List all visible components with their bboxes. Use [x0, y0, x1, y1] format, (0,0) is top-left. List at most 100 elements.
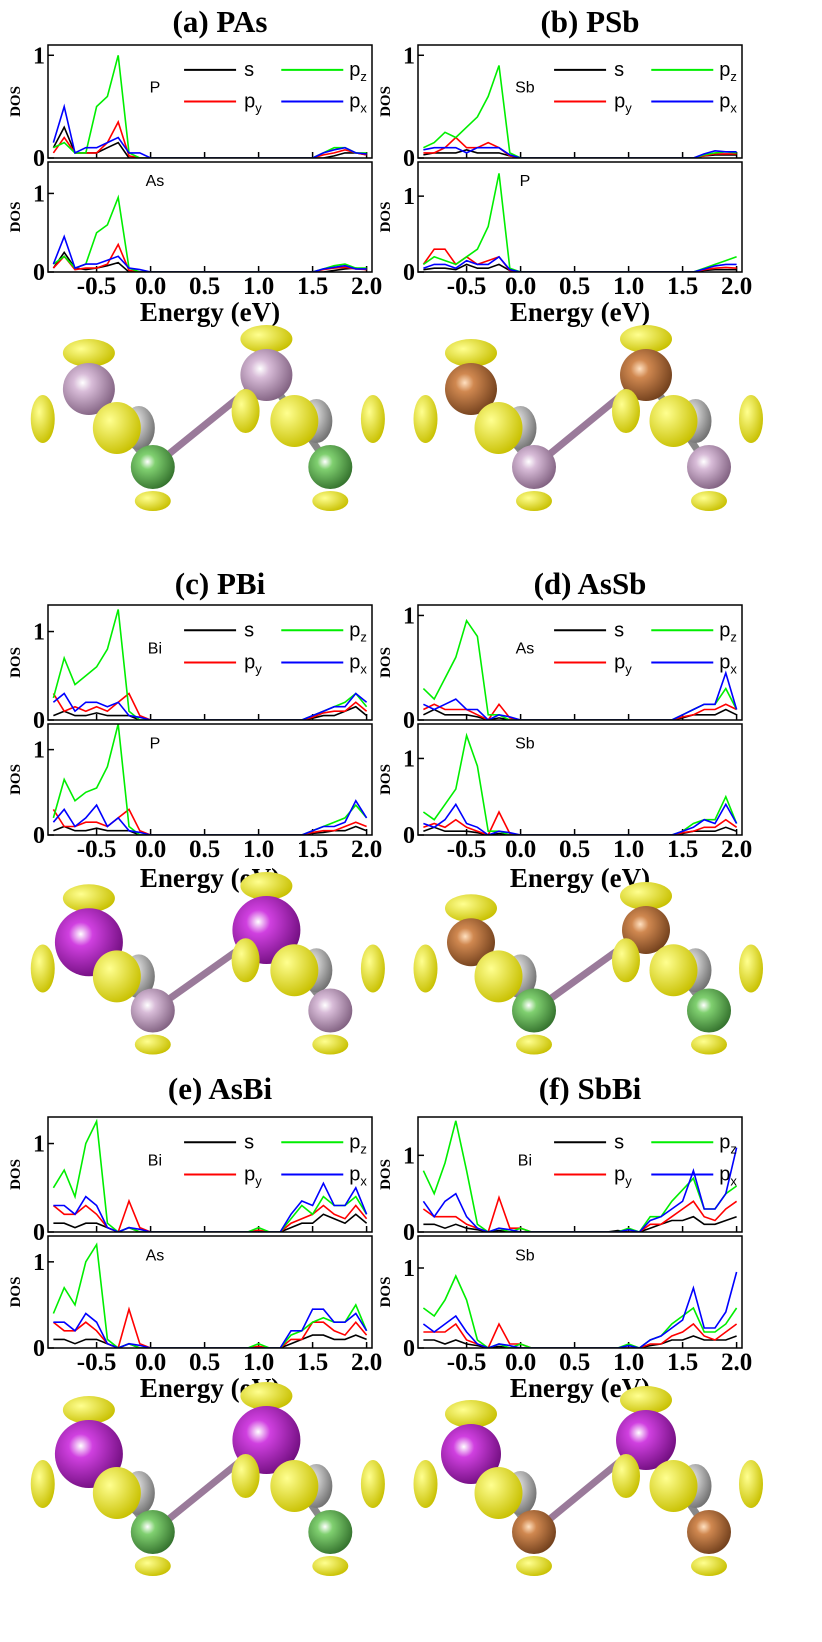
x-axis-label: Energy (eV): [510, 297, 650, 327]
dos-line: [53, 825, 367, 835]
y-tick-label: 0: [403, 1336, 415, 1362]
y-axis-label: DOS: [378, 647, 394, 678]
atom: [308, 988, 353, 1033]
dos-line: [52, 799, 368, 835]
y-axis-label: DOS: [8, 1159, 24, 1190]
orbital-lobe: [516, 1556, 552, 1576]
x-tick-label: 1.5: [667, 1349, 698, 1376]
dos-line: [52, 125, 367, 158]
y-tick-label: 1: [33, 738, 45, 764]
x-tick-label: 0.5: [189, 273, 220, 300]
y-tick-label: 0: [33, 1220, 45, 1246]
y-tick-label: 0: [33, 1336, 45, 1362]
atom-label: Bi: [148, 640, 162, 657]
frame: [417, 44, 743, 159]
dos-line: [53, 1181, 368, 1232]
dos-line: [52, 724, 368, 835]
legend-label: px: [349, 91, 367, 116]
plot-lines: [52, 1242, 368, 1348]
orbital-lobe: [649, 1460, 698, 1512]
panels: (a) PAs 0 1 DOS Ps py pz px -0.5 0.0 0.5 1.0 1.5 2.0 0…: [8, 4, 763, 1576]
atom-label: As: [146, 1248, 165, 1265]
legend-label: s: [244, 619, 254, 641]
atom: [130, 1510, 175, 1554]
frame: [47, 604, 373, 721]
atom-label: Sb: [515, 735, 535, 752]
atom: [687, 1510, 731, 1554]
plot-lines: [422, 732, 738, 835]
orbital-lobe: [691, 491, 727, 511]
orbital-lobe: [240, 1382, 293, 1410]
atom-label: Bi: [148, 1152, 162, 1169]
orbital-lobe: [413, 944, 438, 993]
atom: [441, 1424, 501, 1484]
x-tick-label: 1.5: [297, 836, 328, 863]
plot-lines: [52, 194, 367, 272]
orbital-lobe: [413, 395, 438, 443]
frame: [47, 161, 373, 273]
orbital-lobe: [134, 1034, 171, 1055]
y-tick-label: 1: [33, 620, 45, 646]
orbital-lobe: [739, 395, 763, 443]
x-tick-label: -0.5: [77, 836, 117, 863]
x-tick-label: 1.0: [613, 273, 644, 300]
dos-line: [423, 702, 737, 720]
orbital-lobe: [620, 882, 672, 910]
y-tick-label: 1: [403, 1143, 415, 1169]
dos-line: [422, 1147, 738, 1232]
x-tick-label: -0.5: [447, 1349, 487, 1376]
dos-line: [423, 148, 737, 158]
x-tick-label: 1.5: [667, 273, 698, 300]
orbital-lobe: [312, 1556, 349, 1576]
y-axis-label: DOS: [378, 1159, 394, 1190]
orbital-lobe: [445, 339, 497, 367]
orbital-lobe: [134, 1556, 171, 1576]
x-tick-label: 2.0: [351, 273, 382, 300]
x-tick-label: 0.0: [135, 1349, 166, 1376]
dos-line: [423, 1335, 737, 1348]
x-tick-label: 0.5: [559, 1349, 590, 1376]
orbital-lobe: [62, 1396, 115, 1424]
orbital-lobe: [612, 389, 640, 433]
legend-label: pz: [719, 59, 737, 84]
y-axis-label: DOS: [378, 764, 394, 795]
atom-label: P: [520, 173, 531, 190]
x-tick-label: 0.0: [135, 836, 166, 863]
dos-line: [422, 618, 738, 720]
atom: [308, 1510, 353, 1554]
orbital-lobe: [445, 894, 497, 923]
y-tick-label: 0: [403, 146, 415, 172]
orbital-lobe: [691, 1034, 727, 1055]
x-tick-label: 1.5: [297, 1349, 328, 1376]
frame: [47, 1116, 373, 1233]
panel-title: (c) PBi: [175, 566, 266, 601]
plot-lines: [52, 609, 368, 720]
atom-label: As: [146, 173, 165, 190]
frame: [417, 723, 743, 836]
dos-line: [422, 1271, 738, 1348]
orbital-lobe: [360, 395, 385, 443]
atom: [512, 1510, 556, 1554]
structure: [30, 872, 385, 1055]
orbital-lobe: [240, 325, 293, 353]
x-axis-label: Energy (eV): [140, 297, 280, 327]
orbital-lobe: [270, 1460, 319, 1512]
atom-label: Bi: [518, 1152, 532, 1169]
orbital-lobe: [231, 1454, 260, 1498]
atom: [130, 988, 175, 1033]
legend-label: pz: [349, 619, 367, 644]
atom-label: Sb: [515, 79, 535, 96]
orbital-lobe: [516, 491, 552, 511]
structure: [30, 325, 385, 511]
x-tick-label: 1.0: [243, 273, 274, 300]
orbital-lobe: [474, 1467, 523, 1519]
plot-lines: [422, 618, 738, 720]
dos-line: [422, 248, 737, 272]
atom: [130, 445, 175, 489]
frame: [417, 1116, 743, 1233]
x-tick-label: 1.0: [243, 836, 274, 863]
plot-lines: [52, 1118, 368, 1232]
x-tick-label: 1.5: [667, 836, 698, 863]
orbital-lobe: [270, 944, 319, 997]
